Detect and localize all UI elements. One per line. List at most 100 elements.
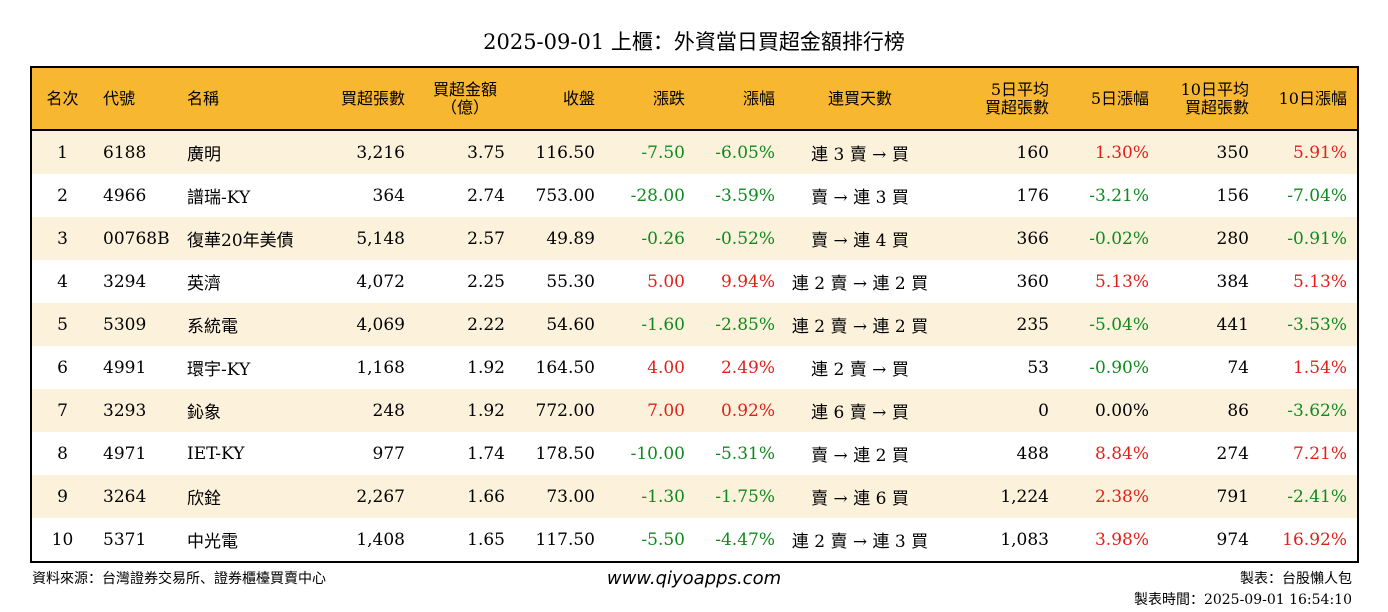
table-row: 9 3264 欣銓 2,267 1.66 73.00 -1.30 -1.75% 賣 → 連 6 …	[31, 475, 1358, 518]
cell-buy-amount: 1.65	[405, 518, 505, 562]
cell-pct10: -3.62%	[1249, 389, 1358, 432]
cell-pct5: 0.00%	[1049, 389, 1149, 432]
cell-change-pct: -4.47%	[685, 518, 775, 562]
cell-change: 4.00	[595, 346, 685, 389]
cell-change-pct: 2.49%	[685, 346, 775, 389]
cell-code: 3294	[93, 260, 179, 303]
col-header-streak: 連買天數	[775, 67, 945, 131]
cell-avg10: 441	[1149, 303, 1249, 346]
col-header-buy-amount-line2: （億）	[440, 97, 489, 117]
cell-close: 164.50	[505, 346, 595, 389]
cell-pct10: 16.92%	[1249, 518, 1358, 562]
col-header-name: 名稱	[179, 67, 309, 131]
cell-name: IET-KY	[179, 432, 309, 475]
cell-pct5: -0.02%	[1049, 217, 1149, 260]
col-header-buy-amount: 買超金額 （億）	[405, 67, 505, 131]
cell-streak: 連 2 賣 → 連 2 買	[775, 303, 945, 346]
cell-name: 廣明	[179, 130, 309, 174]
table-header-row: 名次 代號 名稱 買超張數 買超金額 （億） 收盤 漲跌 漲幅 連買天數 5日平…	[31, 67, 1358, 131]
table-row: 4 3294 英濟 4,072 2.25 55.30 5.00 9.94% 連 2 賣 → 連 …	[31, 260, 1358, 303]
cell-change-pct: 0.92%	[685, 389, 775, 432]
cell-streak: 賣 → 連 6 買	[775, 475, 945, 518]
cell-close: 55.30	[505, 260, 595, 303]
cell-rank: 10	[31, 518, 93, 562]
cell-avg5: 1,083	[945, 518, 1049, 562]
cell-pct10: -2.41%	[1249, 475, 1358, 518]
page-title: 2025-09-01 上櫃：外資當日買超金額排行榜	[483, 30, 905, 54]
cell-rank: 3	[31, 217, 93, 260]
cell-change: 7.00	[595, 389, 685, 432]
cell-rank: 4	[31, 260, 93, 303]
cell-buy-shares: 5,148	[309, 217, 405, 260]
col-header-pct10: 10日漲幅	[1249, 67, 1358, 131]
col-header-avg5: 5日平均 買超張數	[945, 67, 1049, 131]
cell-buy-amount: 2.25	[405, 260, 505, 303]
cell-streak: 連 2 賣 → 買	[775, 346, 945, 389]
cell-change-pct: -5.31%	[685, 432, 775, 475]
table-row: 1 6188 廣明 3,216 3.75 116.50 -7.50 -6.05% 連 3 賣 →…	[31, 130, 1358, 174]
table-row: 5 5309 系統電 4,069 2.22 54.60 -1.60 -2.85% 連 2 賣 →…	[31, 303, 1358, 346]
cell-avg10: 280	[1149, 217, 1249, 260]
cell-avg10: 384	[1149, 260, 1249, 303]
cell-code: 4966	[93, 174, 179, 217]
cell-code: 4991	[93, 346, 179, 389]
cell-buy-amount: 1.66	[405, 475, 505, 518]
cell-rank: 9	[31, 475, 93, 518]
col-header-rank: 名次	[31, 67, 93, 131]
cell-buy-amount: 1.92	[405, 389, 505, 432]
cell-name: 環宇-KY	[179, 346, 309, 389]
table-row: 6 4991 環宇-KY 1,168 1.92 164.50 4.00 2.49% 連 2 賣 …	[31, 346, 1358, 389]
cell-buy-amount: 2.22	[405, 303, 505, 346]
cell-avg10: 74	[1149, 346, 1249, 389]
cell-pct5: -0.90%	[1049, 346, 1149, 389]
cell-change-pct: -2.85%	[685, 303, 775, 346]
cell-pct10: 5.91%	[1249, 130, 1358, 174]
cell-change: -28.00	[595, 174, 685, 217]
col-header-avg5-line2: 買超張數	[984, 97, 1049, 117]
cell-streak: 賣 → 連 4 買	[775, 217, 945, 260]
cell-avg5: 0	[945, 389, 1049, 432]
cell-code: 5371	[93, 518, 179, 562]
col-header-avg10-line1: 10日平均	[1180, 79, 1249, 99]
cell-pct5: 3.98%	[1049, 518, 1149, 562]
cell-avg10: 974	[1149, 518, 1249, 562]
cell-avg5: 176	[945, 174, 1049, 217]
cell-name: 欣銓	[179, 475, 309, 518]
cell-streak: 連 3 賣 → 買	[775, 130, 945, 174]
cell-name: 譜瑞-KY	[179, 174, 309, 217]
cell-code: 3264	[93, 475, 179, 518]
cell-rank: 1	[31, 130, 93, 174]
cell-name: 復華20年美債	[179, 217, 309, 260]
cell-pct10: -7.04%	[1249, 174, 1358, 217]
cell-code: 4971	[93, 432, 179, 475]
cell-rank: 7	[31, 389, 93, 432]
cell-streak: 連 6 賣 → 買	[775, 389, 945, 432]
cell-change: -1.60	[595, 303, 685, 346]
table-row: 2 4966 譜瑞-KY 364 2.74 753.00 -28.00 -3.59% 賣 → 連…	[31, 174, 1358, 217]
cell-code: 5309	[93, 303, 179, 346]
cell-change-pct: 9.94%	[685, 260, 775, 303]
site-url: www.qiyoapps.com	[606, 568, 782, 589]
cell-streak: 賣 → 連 3 買	[775, 174, 945, 217]
source-note: 資料來源：台灣證券交易所、證券櫃檯買賣中心	[32, 571, 326, 587]
cell-code: 6188	[93, 130, 179, 174]
cell-close: 772.00	[505, 389, 595, 432]
cell-rank: 2	[31, 174, 93, 217]
cell-buy-shares: 364	[309, 174, 405, 217]
cell-name: 鈊象	[179, 389, 309, 432]
cell-buy-amount: 3.75	[405, 130, 505, 174]
cell-pct5: 2.38%	[1049, 475, 1149, 518]
cell-buy-shares: 2,267	[309, 475, 405, 518]
col-header-avg10: 10日平均 買超張數	[1149, 67, 1249, 131]
cell-buy-shares: 248	[309, 389, 405, 432]
cell-buy-shares: 1,168	[309, 346, 405, 389]
cell-change: 5.00	[595, 260, 685, 303]
cell-avg5: 235	[945, 303, 1049, 346]
col-header-close: 收盤	[505, 67, 595, 131]
cell-streak: 連 2 賣 → 連 3 買	[775, 518, 945, 562]
cell-avg10: 274	[1149, 432, 1249, 475]
cell-avg10: 156	[1149, 174, 1249, 217]
cell-change-pct: -6.05%	[685, 130, 775, 174]
cell-buy-shares: 4,069	[309, 303, 405, 346]
